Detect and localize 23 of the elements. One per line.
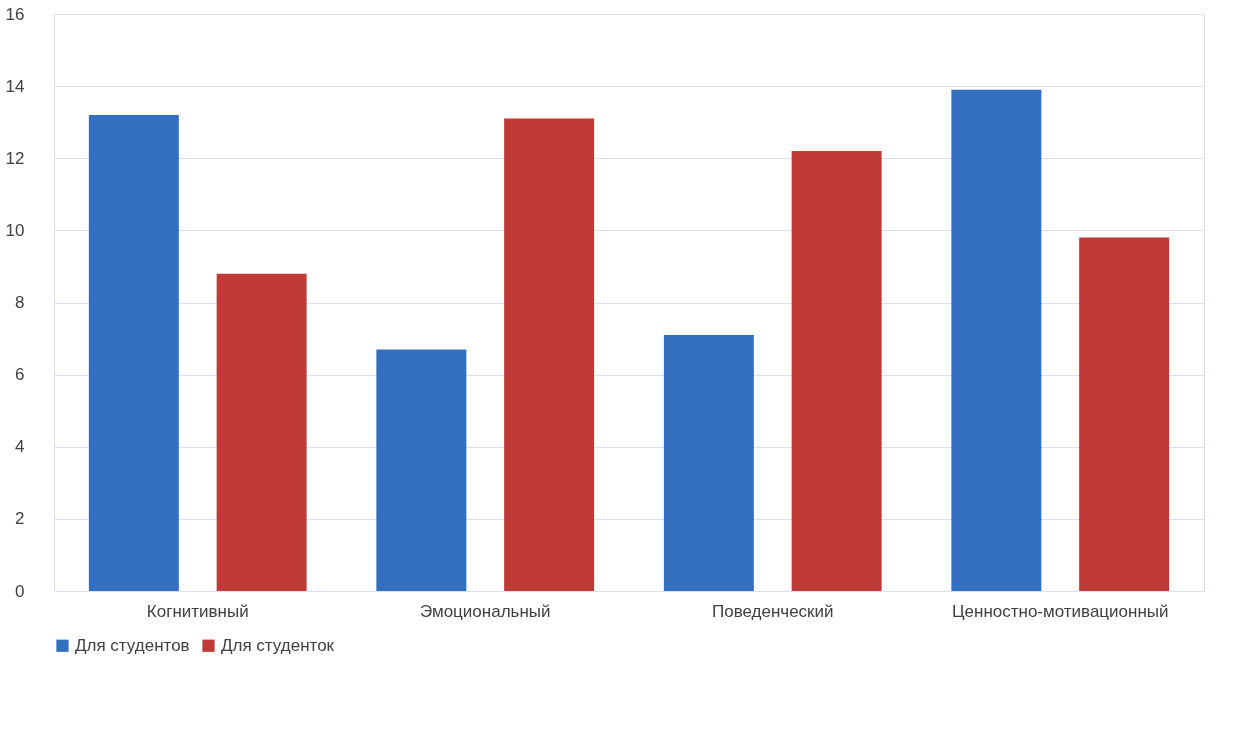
x-tick-label: Эмоциональный [419,601,551,621]
legend-label: Для студентов [75,635,190,655]
bar [504,118,595,591]
x-tick-label: Когнитивный [146,601,249,621]
y-tick-label: 12 [5,148,25,168]
y-tick-label: 6 [15,365,25,385]
x-tick-label: Ценностно-мотивационный [951,601,1169,621]
y-tick-label: 10 [5,220,25,240]
bar [791,151,882,591]
bar [663,334,754,591]
y-tick-label: 8 [15,293,25,312]
y-tick-label: 16 [5,4,25,24]
bar [88,114,179,591]
legend-label: Для студенток [221,635,335,655]
bar [1079,237,1170,591]
bar [951,89,1042,591]
y-tick-label: 2 [15,509,25,529]
y-tick-label: 0 [15,581,25,601]
x-tick-label: Поведенческий [711,601,834,621]
y-tick-label: 4 [15,437,25,457]
y-tick-label: 14 [5,76,25,96]
bar [376,349,467,591]
bar [216,273,307,591]
